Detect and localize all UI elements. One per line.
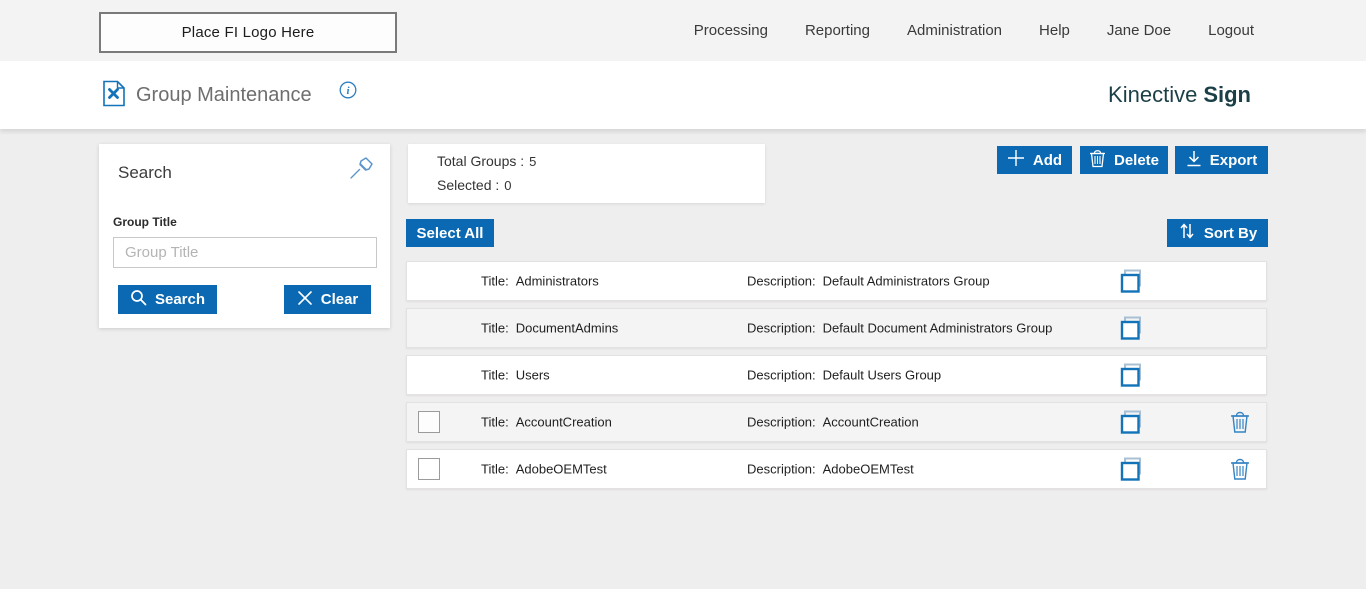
row-description: Description: Default Document Administrat… (747, 321, 1052, 336)
download-icon (1186, 150, 1202, 171)
top-navigation: Processing Reporting Administration Help… (694, 0, 1254, 61)
row-title: Title: Users (481, 368, 550, 383)
description-label: Description: (747, 320, 816, 336)
copy-icon[interactable] (1119, 409, 1145, 435)
group-maintenance-icon (102, 80, 126, 112)
clear-x-icon (297, 290, 313, 310)
copy-icon[interactable] (1119, 362, 1145, 388)
summary-box: Total Groups : 5 Selected : 0 (408, 144, 765, 203)
nav-item-administration[interactable]: Administration (906, 22, 1003, 39)
description-value: AccountCreation (822, 414, 919, 430)
fi-logo-placeholder-text: Place FI Logo Here (181, 24, 315, 41)
sort-by-button-label: Sort By (1203, 224, 1258, 242)
copy-icon[interactable] (1119, 268, 1145, 294)
nav-item-help[interactable]: Help (1039, 22, 1070, 39)
title-value: Administrators (515, 273, 599, 289)
export-button-label: Export (1209, 151, 1258, 169)
title-value: AdobeOEMTest (515, 461, 607, 477)
brand-product: Sign (1203, 82, 1251, 107)
search-button[interactable]: Search (118, 285, 217, 314)
nav-item-reporting[interactable]: Reporting (804, 22, 870, 39)
total-groups: Total Groups : 5 (437, 153, 536, 169)
page-header: Group Maintenance i Kinective Sign (0, 61, 1366, 129)
top-bar: Place FI Logo Here Processing Reporting … (0, 0, 1366, 61)
add-button[interactable]: Add (997, 146, 1072, 174)
description-value: AdobeOEMTest (822, 461, 914, 477)
row-title: Title: Administrators (481, 274, 599, 289)
groups-list: Title: Administrators Description: Default… (406, 261, 1267, 496)
title-value: Users (515, 367, 550, 383)
row-trash-icon[interactable] (1229, 457, 1251, 481)
description-label: Description: (747, 273, 816, 289)
group-title-input[interactable] (113, 237, 377, 268)
search-panel: Search Group Title Search (99, 144, 390, 328)
title-value: AccountCreation (515, 414, 612, 430)
row-title: Title: AdobeOEMTest (481, 462, 607, 477)
row-description: Description: Default Users Group (747, 368, 941, 383)
group-row-documentadmins: Title: DocumentAdmins Description: Default… (406, 308, 1267, 348)
clear-button-label: Clear (320, 291, 359, 308)
trash-icon (1089, 149, 1106, 172)
description-label: Description: (747, 461, 816, 477)
title-label: Title: (481, 320, 509, 336)
fi-logo-placeholder: Place FI Logo Here (99, 12, 397, 53)
title-label: Title: (481, 461, 509, 477)
add-button-label: Add (1032, 151, 1063, 169)
search-icon (130, 289, 147, 310)
nav-item-processing[interactable]: Processing (693, 22, 768, 39)
clear-button[interactable]: Clear (284, 285, 371, 314)
row-checkbox[interactable] (418, 458, 440, 480)
svg-text:i: i (346, 85, 350, 97)
description-value: Default Document Administrators Group (822, 320, 1053, 336)
selected-label: Selected : (437, 177, 500, 193)
selected-count: Selected : 0 (437, 177, 512, 193)
brand-logo: Kinective Sign (1108, 61, 1251, 129)
title-label: Title: (481, 367, 509, 383)
row-description: Description: AccountCreation (747, 415, 919, 430)
title-label: Title: (481, 414, 509, 430)
row-description: Description: AdobeOEMTest (747, 462, 914, 477)
select-all-button-label: Select All (416, 224, 484, 242)
description-label: Description: (747, 414, 816, 430)
description-label: Description: (747, 367, 816, 383)
nav-item-user[interactable]: Jane Doe (1106, 22, 1172, 39)
search-button-label: Search (154, 291, 206, 308)
plus-icon (1007, 149, 1025, 171)
group-row-accountcreation: Title: AccountCreation Description: Accoun… (406, 402, 1267, 442)
nav-item-logout[interactable]: Logout (1208, 22, 1254, 39)
copy-icon[interactable] (1119, 315, 1145, 341)
sort-by-button[interactable]: Sort By (1167, 219, 1268, 247)
brand-name: Kinective (1108, 82, 1198, 107)
select-all-button[interactable]: Select All (406, 219, 494, 247)
selected-value: 0 (504, 178, 512, 193)
row-title: Title: AccountCreation (481, 415, 612, 430)
title-value: DocumentAdmins (515, 320, 619, 336)
export-button[interactable]: Export (1175, 146, 1268, 174)
info-icon[interactable]: i (339, 81, 357, 104)
row-trash-icon[interactable] (1229, 410, 1251, 434)
title-label: Title: (481, 273, 509, 289)
delete-button[interactable]: Delete (1080, 146, 1168, 174)
delete-button-label: Delete (1113, 151, 1160, 169)
group-row-users: Title: Users Description: Default Users Gr… (406, 355, 1267, 395)
pin-icon[interactable] (348, 155, 374, 186)
row-title: Title: DocumentAdmins (481, 321, 618, 336)
total-groups-value: 5 (529, 154, 537, 169)
group-row-administrators: Title: Administrators Description: Default… (406, 261, 1267, 301)
row-description: Description: Default Administrators Group (747, 274, 990, 289)
total-groups-label: Total Groups : (437, 153, 525, 169)
description-value: Default Administrators Group (822, 273, 990, 289)
group-title-label: Group Title (113, 215, 177, 229)
copy-icon[interactable] (1119, 456, 1145, 482)
search-panel-title: Search (118, 163, 172, 182)
sort-icon (1178, 222, 1196, 244)
group-row-adobeoemtest: Title: AdobeOEMTest Description: AdobeOEMT… (406, 449, 1267, 489)
page-title: Group Maintenance (136, 84, 312, 106)
row-checkbox[interactable] (418, 411, 440, 433)
description-value: Default Users Group (822, 367, 942, 383)
